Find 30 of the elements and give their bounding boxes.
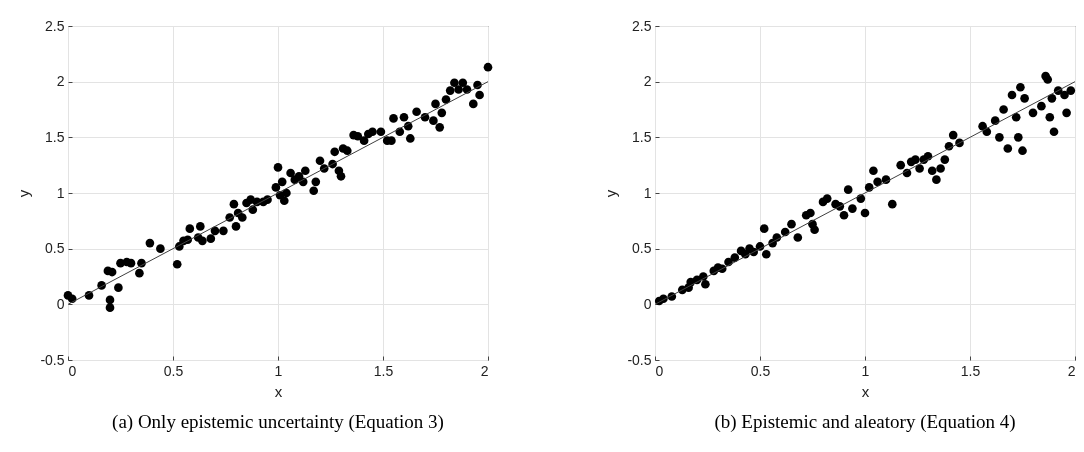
text: (a) Only epistemic uncertainty (Equation 3) — [112, 411, 444, 433]
x-tick-label: 0.5 — [750, 362, 771, 379]
x-tick-label: 1 — [861, 362, 870, 379]
x-axis-title: x — [861, 382, 870, 400]
x-tick-label: 0.5 — [163, 362, 184, 379]
y-axis-title: y — [15, 189, 33, 198]
y-tick-label: 2.5 — [45, 17, 65, 34]
y-tick-label: -0.5 — [627, 351, 652, 368]
x-axis-title: x — [274, 382, 283, 400]
x-tick-label: 0 — [655, 362, 664, 379]
y-tick-label: 1 — [643, 184, 652, 201]
y-axis-title: y — [602, 189, 620, 198]
y-tick-label: 2 — [56, 73, 65, 90]
y-tick-label: 2.5 — [632, 17, 652, 34]
y-tick-label: 1.5 — [45, 128, 65, 145]
x-tick-label: 0 — [68, 362, 77, 379]
x-tick-label: 1.5 — [960, 362, 981, 379]
y-tick-label: 0 — [643, 295, 652, 312]
y-tick-label: 1 — [56, 184, 65, 201]
y-tick-label: 1.5 — [632, 128, 652, 145]
y-tick-label: -0.5 — [40, 351, 65, 368]
x-tick-label: 2 — [480, 362, 489, 379]
y-tick-label: 0.5 — [632, 240, 652, 257]
y-tick-label: 0.5 — [45, 240, 65, 257]
x-tick-label: 1 — [274, 362, 283, 379]
text: (b) Epistemic and aleatory (Equation 4) — [714, 411, 1016, 433]
x-tick-label: 1.5 — [373, 362, 394, 379]
y-tick-label: 2 — [643, 73, 652, 90]
x-tick-label: 2 — [1067, 362, 1076, 379]
y-tick-label: 0 — [56, 295, 65, 312]
